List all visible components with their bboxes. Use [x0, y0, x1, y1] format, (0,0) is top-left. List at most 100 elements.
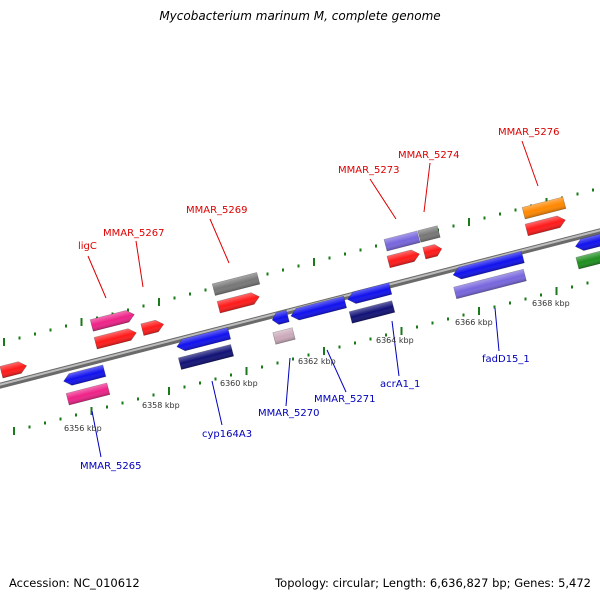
- outer-tick: [483, 216, 486, 220]
- MMAR_5274-gene[interactable]: [417, 225, 441, 243]
- red-gene[interactable]: [0, 360, 28, 379]
- inner-tick: [90, 407, 93, 415]
- red-gene[interactable]: [524, 214, 567, 237]
- leader-line: [369, 178, 397, 220]
- MMAR_5276-gene[interactable]: [521, 196, 567, 220]
- MMAR_5270-gene[interactable]: [272, 327, 296, 345]
- outer-tick: [499, 212, 501, 216]
- outer-tick: [328, 256, 331, 260]
- gene-label-acrA1_1[interactable]: acrA1_1: [380, 379, 420, 390]
- outer-tick: [158, 298, 160, 306]
- inner-tick: [28, 425, 31, 429]
- blue-gene[interactable]: [62, 364, 107, 387]
- inner-tick: [524, 297, 527, 301]
- leader-line: [87, 255, 107, 299]
- inner-tick: [44, 421, 46, 425]
- inner-tick: [493, 305, 496, 309]
- green-gene[interactable]: [575, 250, 600, 270]
- gene-label-fadD15_1[interactable]: fadD15_1: [482, 354, 530, 365]
- gene-label-MMAR_5276[interactable]: MMAR_5276: [498, 127, 560, 138]
- gene-label-MMAR_5265[interactable]: MMAR_5265: [80, 461, 142, 472]
- gene-features[interactable]: [0, 196, 600, 406]
- red-gene[interactable]: [93, 327, 138, 350]
- outer-tick: [266, 272, 269, 276]
- inner-tick: [354, 341, 356, 345]
- red-gene[interactable]: [422, 243, 443, 260]
- leader-line: [135, 240, 144, 288]
- inner-tick: [509, 301, 511, 305]
- coord-label-6356: 6356 kbp: [64, 424, 102, 433]
- inner-tick: [369, 337, 372, 341]
- acrA1_1-gene[interactable]: [348, 300, 396, 324]
- outer-tick: [344, 252, 346, 256]
- gene-label-MMAR_5269[interactable]: MMAR_5269: [186, 205, 248, 216]
- accession-text: Accession: NC_010612: [9, 576, 140, 590]
- blue-gene[interactable]: [175, 327, 232, 352]
- inner-tick: [245, 367, 248, 375]
- inner-tick: [214, 377, 217, 381]
- inner-tick: [338, 345, 341, 349]
- MMAR_5271-gene[interactable]: [289, 295, 347, 322]
- leader-line: [494, 307, 500, 352]
- gene-label-MMAR_5273[interactable]: MMAR_5273: [338, 165, 400, 176]
- cyp164A3-gene[interactable]: [177, 344, 235, 370]
- inner-tick: [323, 347, 325, 355]
- outer-tick: [189, 292, 191, 296]
- red-gene[interactable]: [386, 248, 421, 269]
- MMAR_5269-gene[interactable]: [216, 291, 261, 314]
- inner-tick: [59, 417, 62, 421]
- inner-tick: [478, 307, 480, 315]
- MMAR_5267-gene[interactable]: [140, 318, 165, 336]
- leader-line: [209, 218, 230, 264]
- blue-gene[interactable]: [346, 282, 393, 306]
- leader-line: [211, 380, 223, 426]
- blue-gene[interactable]: [452, 250, 525, 281]
- inner-tick: [261, 365, 263, 369]
- outer-tick: [80, 318, 83, 326]
- gene-label-MMAR_5271[interactable]: MMAR_5271: [314, 394, 376, 405]
- outer-tick: [375, 244, 377, 248]
- gene-label-MMAR_5270[interactable]: MMAR_5270: [258, 408, 320, 419]
- blue-gene[interactable]: [574, 233, 600, 253]
- leader-line: [521, 140, 539, 187]
- leader-line: [326, 349, 347, 393]
- MMAR_5265-gene[interactable]: [65, 382, 111, 406]
- ligC-gene[interactable]: [89, 309, 136, 332]
- gene-label-MMAR_5267[interactable]: MMAR_5267: [103, 228, 165, 239]
- inner-tick: [106, 405, 108, 409]
- coord-label-6362: 6362 kbp: [298, 357, 336, 366]
- gene-label-MMAR_5274[interactable]: MMAR_5274: [398, 150, 460, 161]
- outer-tick: [282, 268, 284, 272]
- outer-tick: [576, 192, 579, 196]
- blue-gene[interactable]: [271, 309, 290, 326]
- inner-tick: [555, 287, 558, 295]
- inner-tick: [183, 385, 186, 389]
- outer-tick: [204, 288, 207, 292]
- outer-tick: [514, 208, 517, 212]
- inner-tick: [586, 281, 589, 285]
- inner-tick: [385, 333, 387, 337]
- inner-tick: [75, 413, 77, 417]
- leader-line: [91, 410, 102, 458]
- outer-tick: [142, 304, 145, 308]
- coord-label-6364: 6364 kbp: [376, 336, 414, 345]
- inner-tick: [447, 317, 449, 321]
- inner-tick-track: [13, 281, 589, 435]
- inner-tick: [13, 427, 15, 435]
- fadD15_1-gene[interactable]: [453, 268, 527, 300]
- outer-tick: [468, 218, 470, 226]
- coord-label-6366: 6366 kbp: [455, 318, 493, 327]
- outer-tick: [297, 264, 300, 268]
- MMAR_5273-gene[interactable]: [383, 230, 421, 252]
- outer-tick: [127, 308, 129, 312]
- MMAR_5268-gene[interactable]: [211, 272, 261, 296]
- leader-line: [285, 357, 291, 407]
- inner-tick: [199, 381, 201, 385]
- gene-label-cyp164A3[interactable]: cyp164A3: [202, 429, 252, 440]
- coord-label-6358: 6358 kbp: [142, 401, 180, 410]
- gene-label-ligC[interactable]: ligC: [78, 241, 97, 252]
- outer-tick: [49, 328, 52, 332]
- outer-tick: [3, 338, 5, 346]
- inner-tick: [400, 327, 403, 335]
